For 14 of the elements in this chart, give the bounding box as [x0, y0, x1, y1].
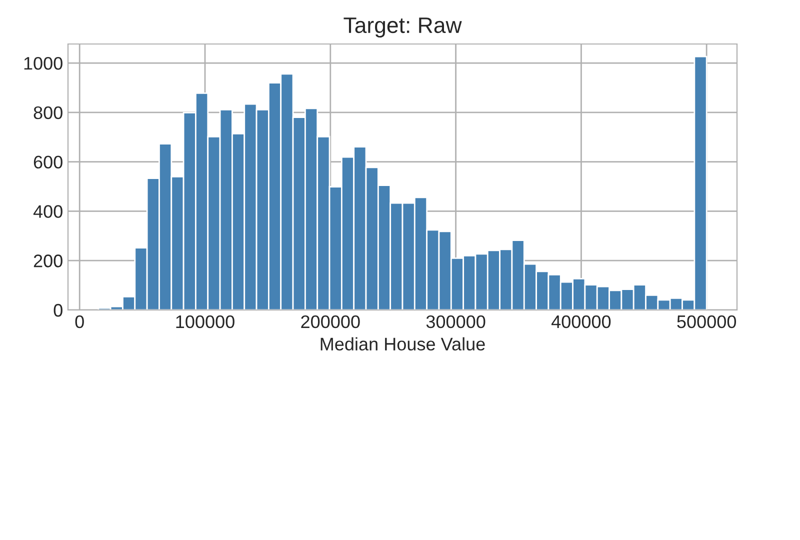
x-tick-label: 200000	[301, 315, 360, 328]
chart-title: Target: Raw	[344, 18, 462, 38]
y-tick-label: 600	[34, 156, 62, 169]
y-tick-label: 800	[34, 106, 62, 120]
x-tick-label: 400000	[551, 315, 611, 328]
x-tick-label: 0	[75, 315, 84, 328]
x-tick-label: 500000	[677, 315, 736, 328]
y-tick-label: 400	[33, 205, 62, 218]
y-tick-label: 1000	[24, 56, 62, 70]
x-tick-label: 300000	[426, 315, 486, 328]
y-tick-label: 0	[54, 304, 62, 317]
y-tick-label: 200	[34, 254, 62, 268]
x-axis-title: Median House Value	[320, 337, 485, 351]
x-tick-label: 100000	[176, 315, 234, 328]
